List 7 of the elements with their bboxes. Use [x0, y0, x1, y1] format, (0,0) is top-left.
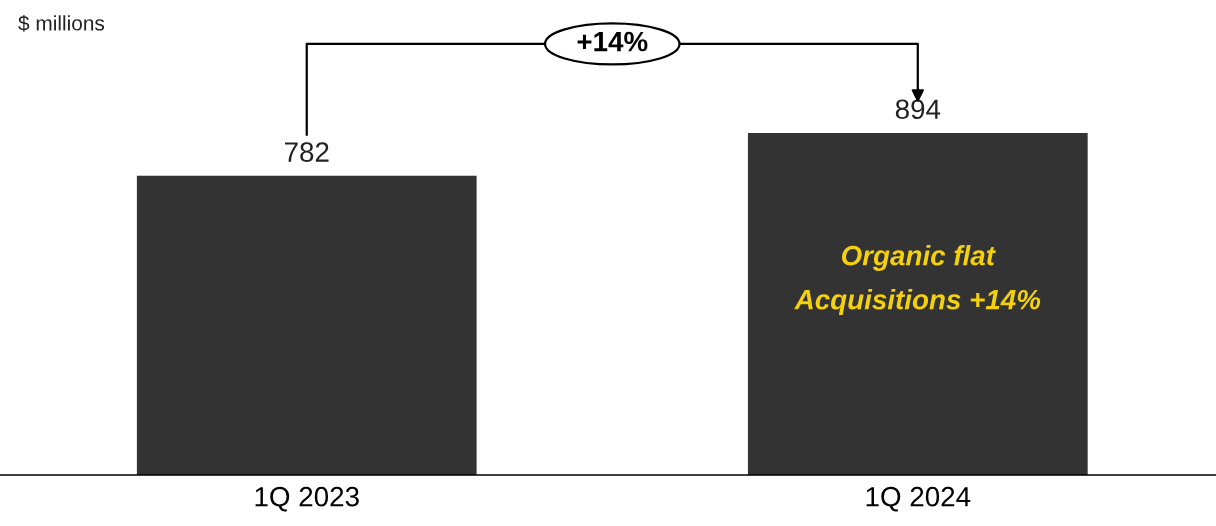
text: +14%: [577, 31, 648, 52]
data-label: 782: [285, 142, 329, 162]
x-tick-label: 1Q 2024: [866, 486, 971, 512]
data-label: 894: [895, 99, 941, 120]
x-tick-label: 1Q 2023: [255, 486, 359, 512]
annotation: Organic flat Acquisitions +14%: [794, 245, 1041, 315]
y-axis-title: $ millions: [18, 14, 105, 32]
